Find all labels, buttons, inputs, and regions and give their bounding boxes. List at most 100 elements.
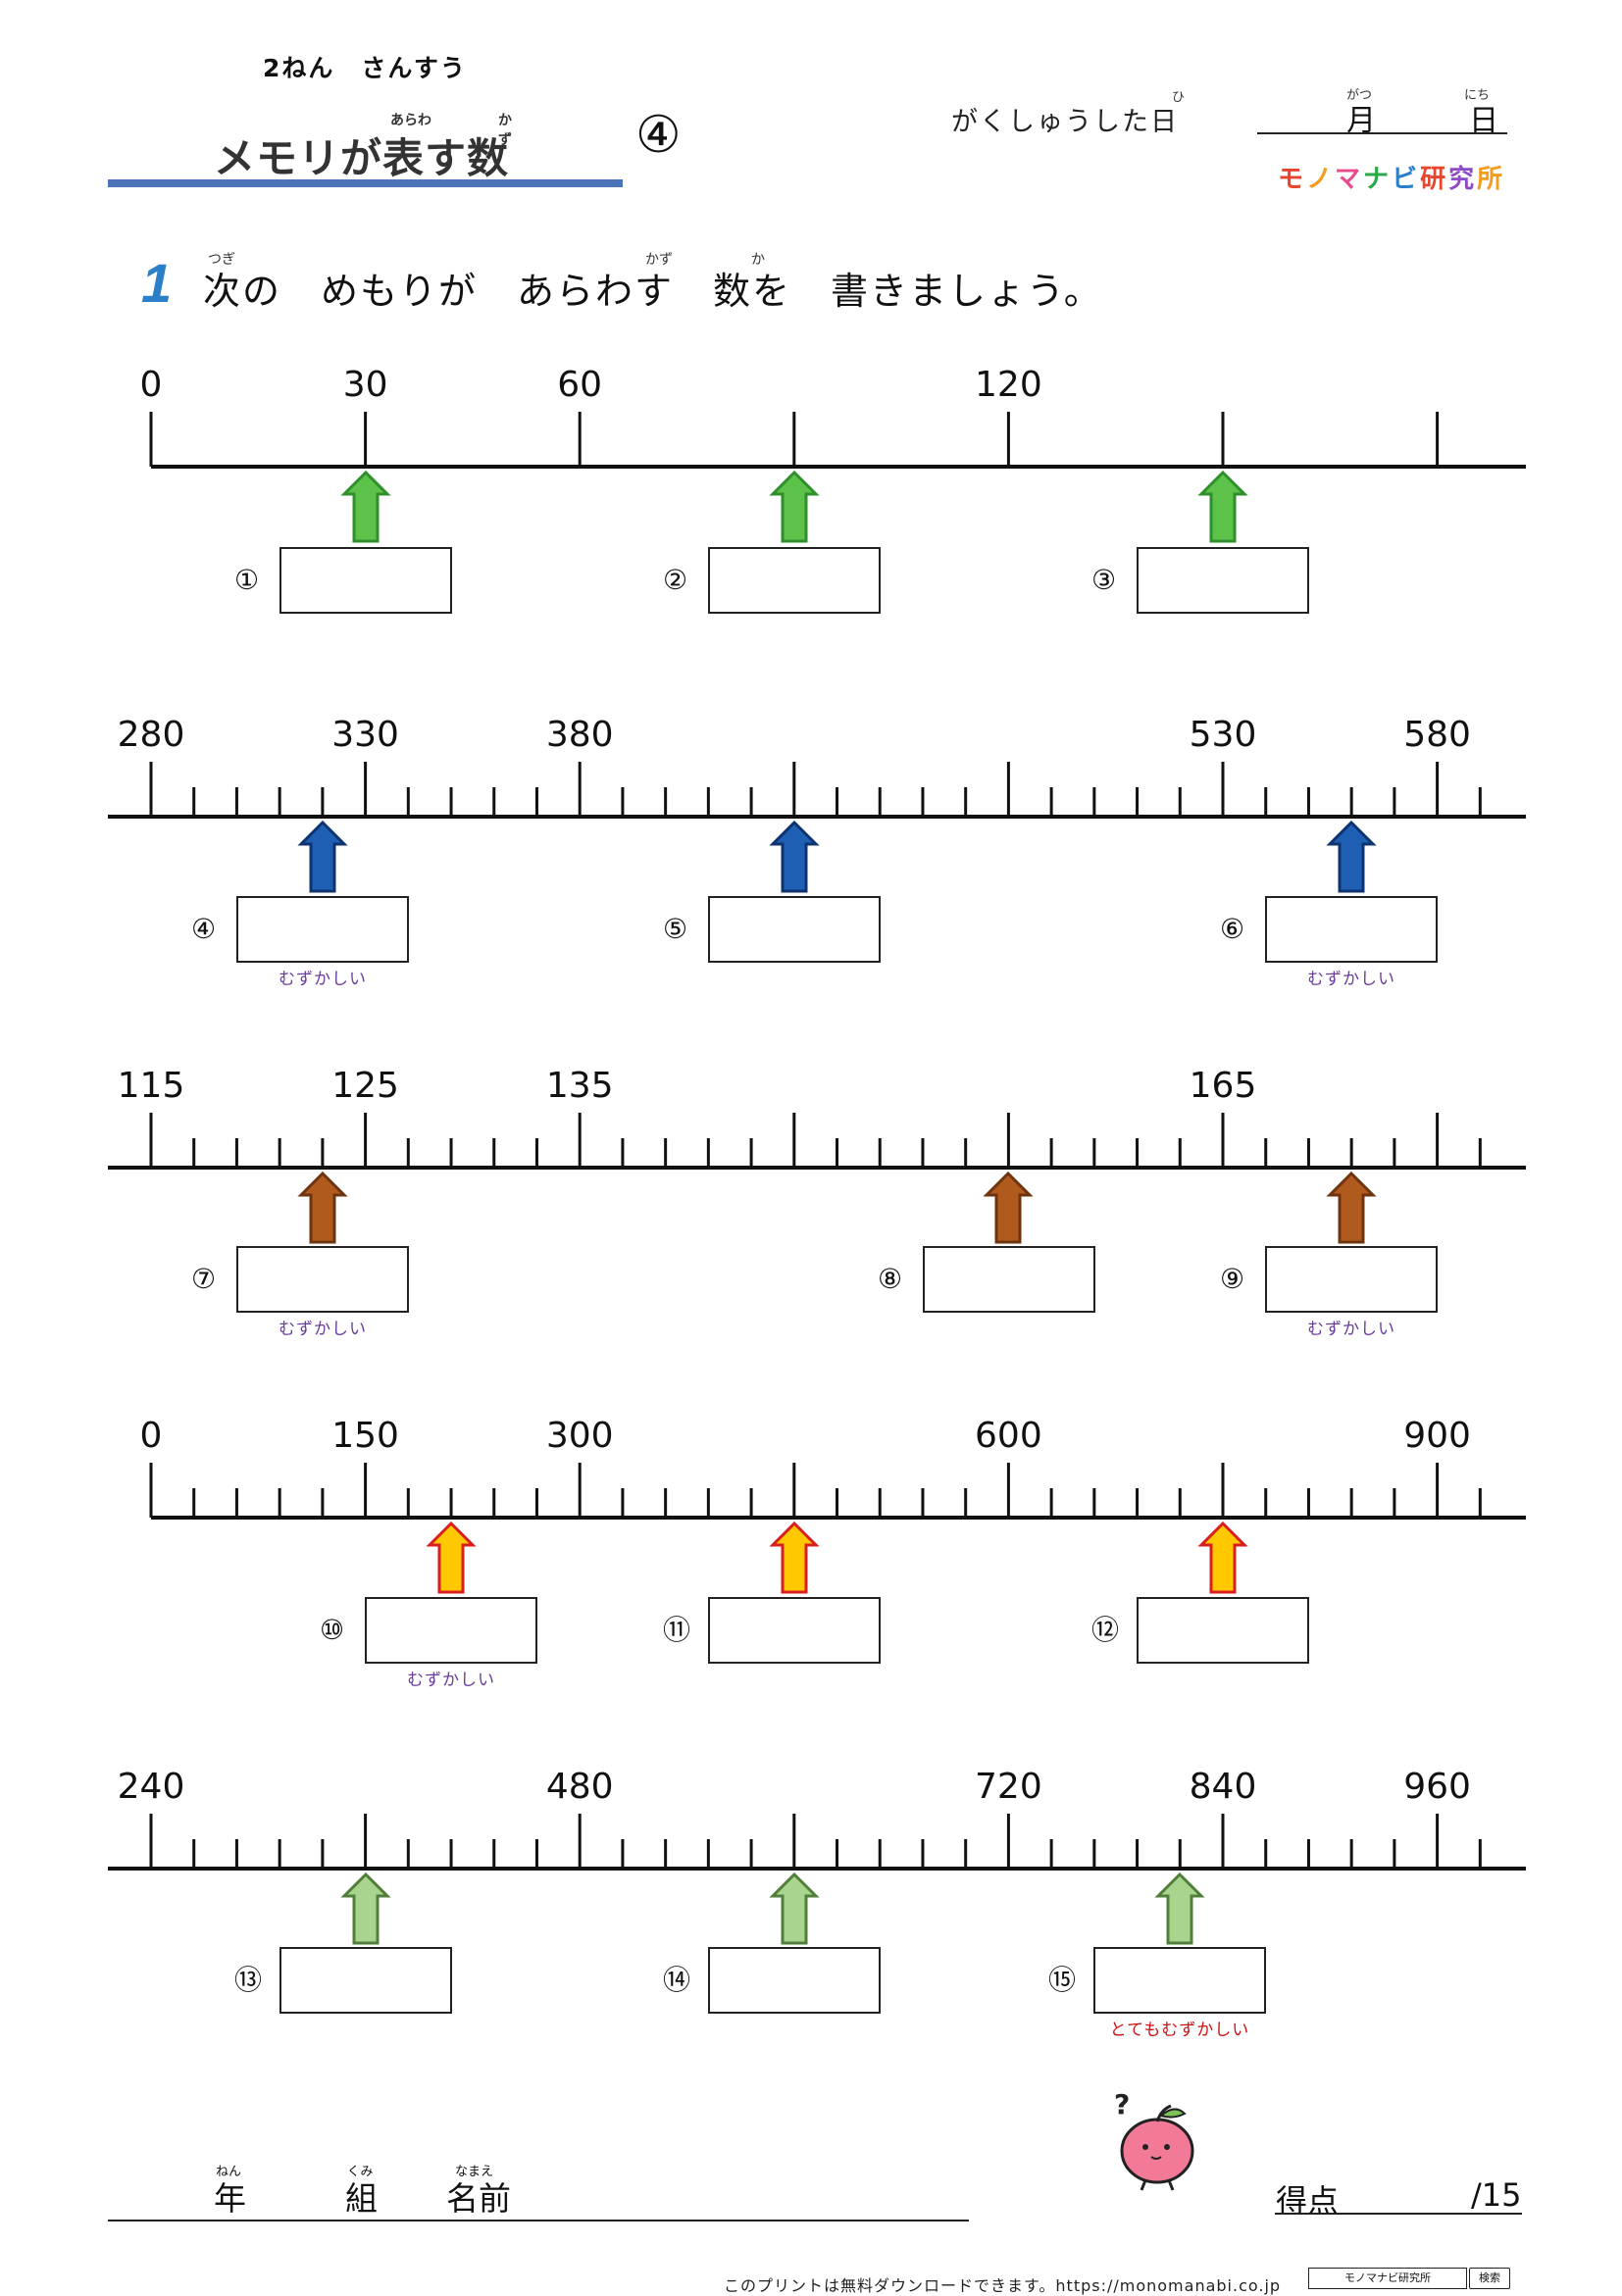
line-2-tick-label: 380	[546, 715, 614, 755]
answer-box-12[interactable]	[1137, 1597, 1309, 1664]
line-3-tick-label: 165	[1190, 1066, 1257, 1106]
date-label-ruby: ひ	[1172, 90, 1186, 105]
line-3-tick-label: 135	[546, 1066, 614, 1106]
answer-box-10[interactable]	[365, 1597, 537, 1664]
worksheet-title: メモリが表す数	[214, 134, 510, 182]
line-4-arrow-2	[769, 1521, 820, 1594]
answer-box-2[interactable]	[708, 547, 881, 614]
answer-box-7[interactable]	[236, 1246, 409, 1313]
line-1-tick-label: 0	[140, 365, 163, 405]
year-label: 年	[214, 2179, 246, 2218]
name-label: 名前	[446, 2179, 511, 2218]
name-ruby: なまえ	[455, 2165, 494, 2179]
line-1-tick-label: 60	[557, 365, 602, 405]
answer-number-2: ②	[663, 564, 688, 596]
apple-character-icon: ?	[1114, 2088, 1194, 2191]
line-5-tick-label: 960	[1403, 1767, 1471, 1807]
answer-box-11[interactable]	[708, 1597, 881, 1664]
name-underline	[108, 2220, 969, 2221]
answer-number-3: ③	[1091, 564, 1117, 596]
line-3-arrow-1	[297, 1171, 348, 1244]
answer-box-9[interactable]	[1265, 1246, 1438, 1313]
answer-box-3[interactable]	[1137, 547, 1309, 614]
title-ruby-arawa: あらわ	[390, 113, 431, 128]
grade-label: 2ねん さんすう	[263, 54, 467, 82]
brand-logo: モノマナビ研究所	[1278, 165, 1506, 194]
year-ruby: ねん	[216, 2165, 242, 2179]
line-2-tick-label: 330	[331, 715, 399, 755]
answer-number-10: ⑩	[320, 1614, 345, 1646]
line-1-tick-label: 120	[975, 365, 1042, 405]
search-box[interactable]: モノマナビ研究所	[1308, 2268, 1467, 2289]
line-5-tick-label: 840	[1190, 1767, 1257, 1807]
answer-number-5: ⑤	[663, 913, 688, 945]
svg-text:?: ?	[1114, 2088, 1130, 2121]
line-5-arrow-3	[1154, 1872, 1205, 1945]
question-text: 次の めもりが あらわす 数を 書きましょう。	[203, 270, 1103, 313]
month-ruby: がつ	[1346, 88, 1373, 103]
line-5-tick-label: 720	[975, 1767, 1042, 1807]
answer-number-9: ⑨	[1220, 1263, 1245, 1295]
class-ruby: くみ	[347, 2165, 374, 2179]
line-5-arrow-1	[340, 1872, 391, 1945]
line-1-arrow-3	[1197, 470, 1248, 543]
line-4-tick-label: 0	[140, 1416, 163, 1456]
difficulty-hint-7: むずかしい	[279, 1320, 367, 1339]
line-2-arrow-3	[1326, 820, 1377, 893]
answer-box-5[interactable]	[708, 896, 881, 963]
line-2-tick-label: 280	[118, 715, 185, 755]
difficulty-hint-4: むずかしい	[279, 970, 367, 989]
line-3-arrow-2	[983, 1171, 1034, 1244]
score-total: /15	[1471, 2176, 1522, 2214]
answer-number-4: ④	[191, 913, 217, 945]
answer-number-14: ⑭	[663, 1964, 691, 1996]
line-4-tick-label: 300	[546, 1416, 614, 1456]
title-underline	[108, 179, 623, 187]
answer-number-1: ①	[234, 564, 260, 596]
answer-number-12: ⑫	[1091, 1614, 1120, 1646]
answer-number-13: ⑬	[234, 1964, 263, 1996]
date-underline	[1257, 132, 1507, 134]
worksheet-title-block: あらわ かず メモリが表す数	[214, 108, 512, 185]
line-1-arrow-2	[769, 470, 820, 543]
study-date-label: がくしゅうした日	[951, 107, 1179, 137]
difficulty-hint-10: むずかしい	[407, 1671, 495, 1690]
line-1-arrow-1	[340, 470, 391, 543]
question-number: 1	[141, 252, 173, 314]
download-notice: このプリントは無料ダウンロードできます。https://monomanabi.c…	[724, 2276, 1282, 2295]
answer-box-6[interactable]	[1265, 896, 1438, 963]
question-ruby-kazu: かず	[645, 252, 673, 268]
answer-box-8[interactable]	[923, 1246, 1095, 1313]
day-ruby: にち	[1464, 88, 1491, 103]
line-4-arrow-1	[426, 1521, 477, 1594]
line-5-arrow-2	[769, 1872, 820, 1945]
answer-box-14[interactable]	[708, 1947, 881, 2014]
line-5-tick-label: 240	[118, 1767, 185, 1807]
line-2-tick-label: 530	[1190, 715, 1257, 755]
answer-box-1[interactable]	[279, 547, 452, 614]
answer-box-13[interactable]	[279, 1947, 452, 2014]
answer-number-7: ⑦	[191, 1263, 217, 1295]
score-label: 得点	[1276, 2182, 1340, 2220]
difficulty-hint-9: むずかしい	[1307, 1320, 1395, 1339]
line-3-arrow-3	[1326, 1171, 1377, 1244]
line-2-arrow-1	[297, 820, 348, 893]
title-ruby-kazu: かず	[498, 113, 512, 148]
score-underline	[1275, 2213, 1522, 2215]
worksheet-number: ④	[635, 106, 682, 165]
line-4-tick-label: 150	[331, 1416, 399, 1456]
line-3-tick-label: 125	[331, 1066, 399, 1106]
line-2-tick-label: 580	[1403, 715, 1471, 755]
difficulty-hint-15: とてもむずかしい	[1109, 2021, 1250, 2040]
line-4-arrow-3	[1197, 1521, 1248, 1594]
answer-box-15[interactable]	[1093, 1947, 1266, 2014]
line-4-tick-label: 900	[1403, 1416, 1471, 1456]
line-5-tick-label: 480	[546, 1767, 614, 1807]
answer-box-4[interactable]	[236, 896, 409, 963]
class-label: 組	[345, 2179, 378, 2218]
search-button[interactable]: 検索	[1469, 2268, 1510, 2289]
line-2-arrow-2	[769, 820, 820, 893]
line-4-tick-label: 600	[975, 1416, 1042, 1456]
answer-number-6: ⑥	[1220, 913, 1245, 945]
